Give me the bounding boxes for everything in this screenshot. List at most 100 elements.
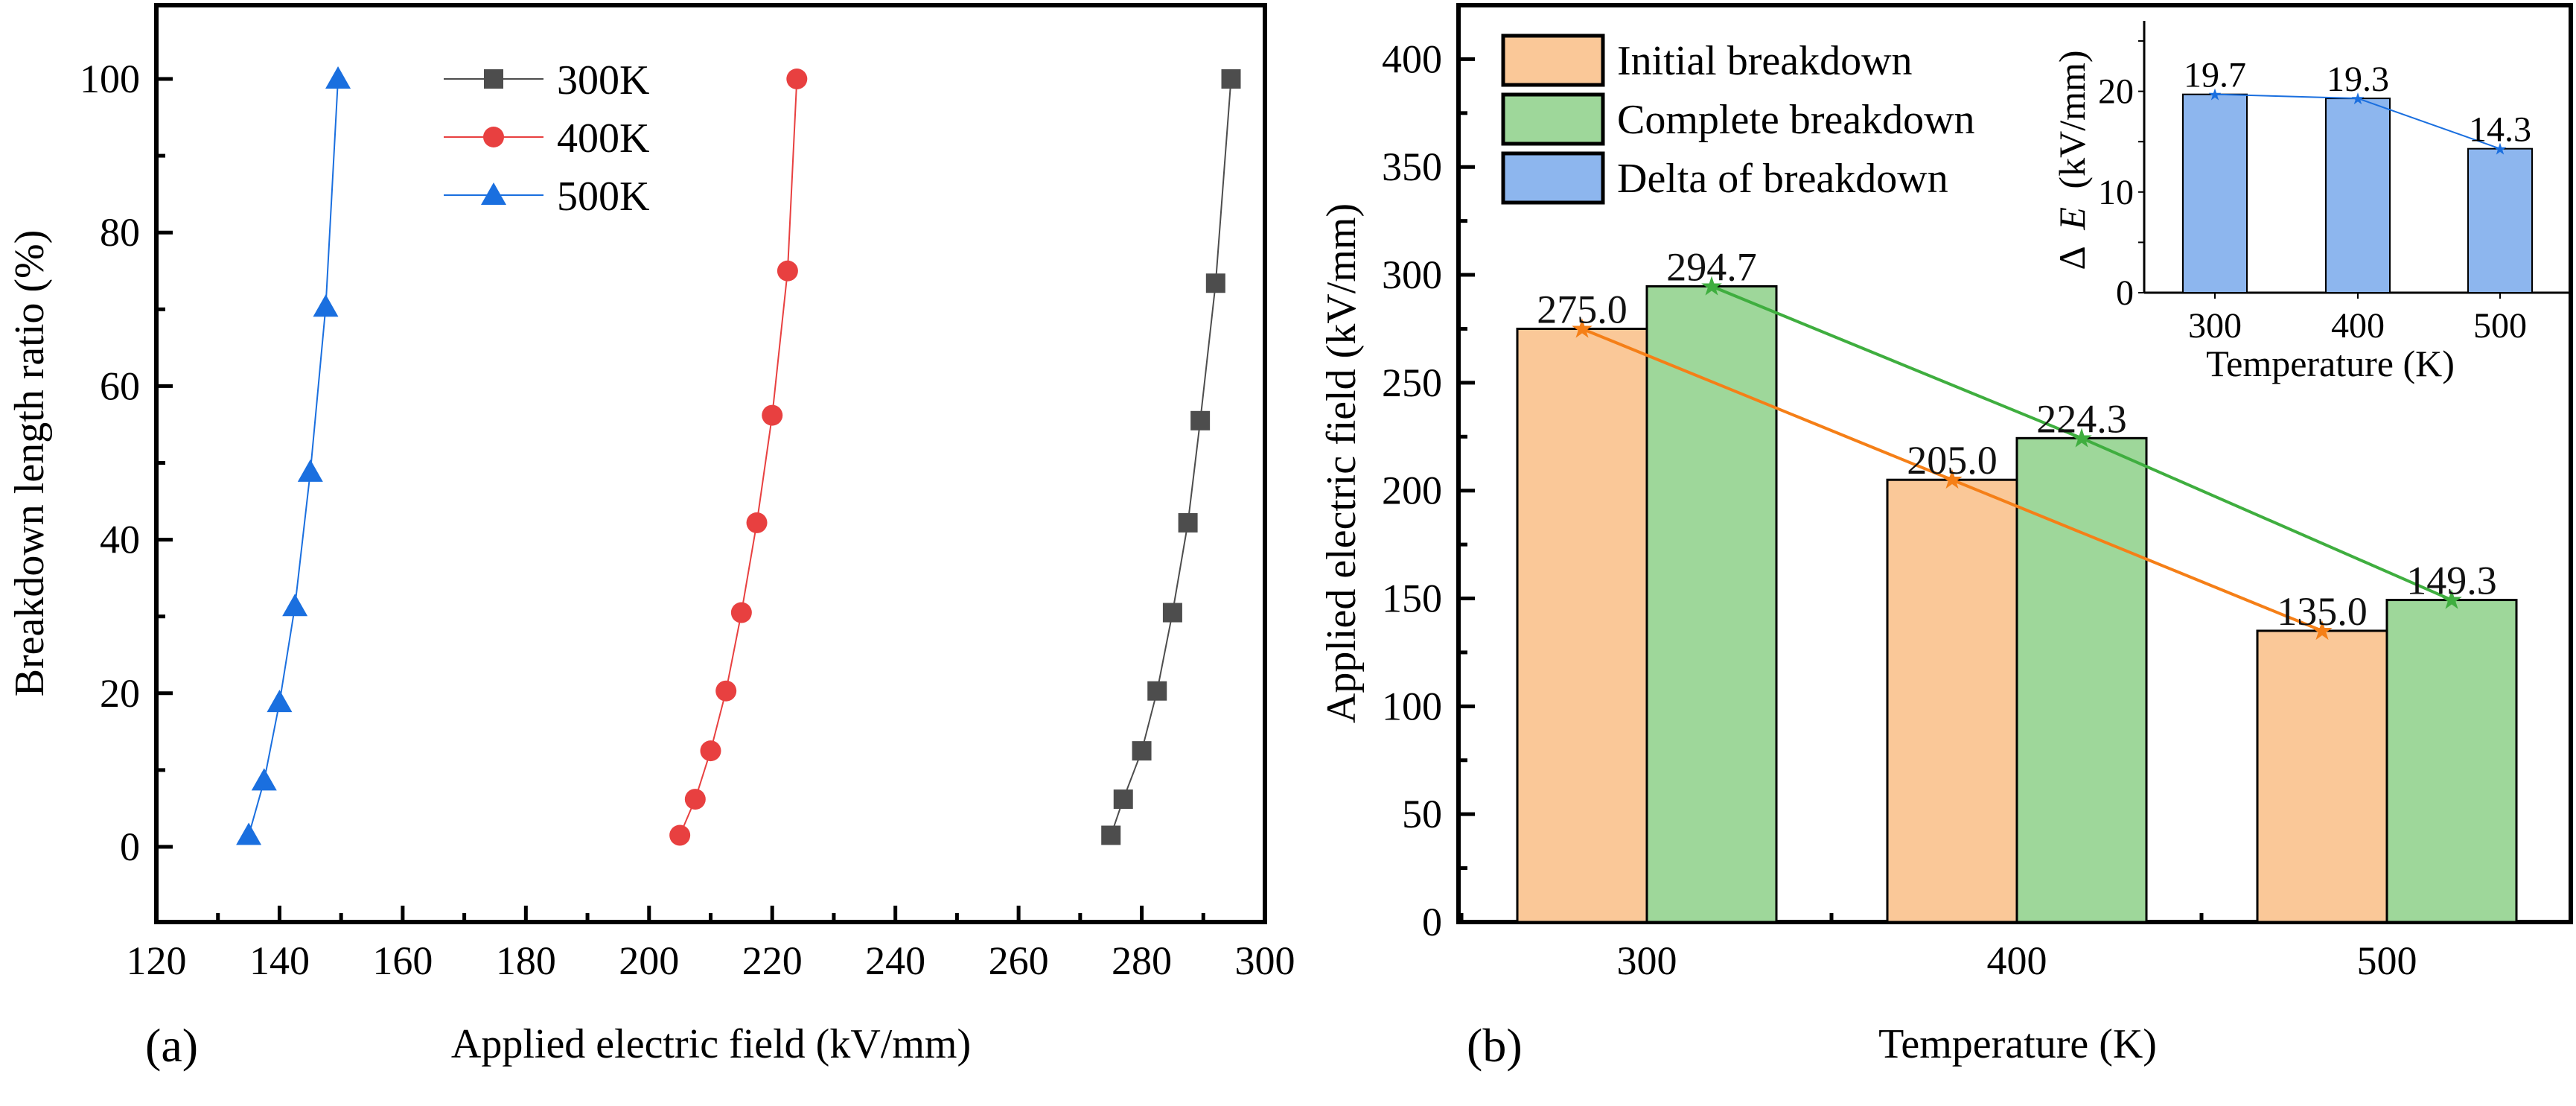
panel-b-y-ticks: 0 50 100 150 200 250 300 350 400 [1382,36,1475,944]
inset-x-axis-title: Temperature (K) [2206,343,2455,384]
inset-bar-value-label: 14.3 [2469,110,2531,150]
legend-label: 400K [557,115,649,162]
y-tick-label: 350 [1382,144,1442,189]
panel-b-bars [1516,285,2518,924]
inset-star-marker: ★ [2350,89,2365,108]
trend-star-marker: ★ [2070,423,2094,453]
panel-a-frame [154,3,1267,924]
panel-b-data-labels: 275.0 205.0 135.0 294.7 224.3 149.3 [1537,244,2497,634]
data-point-square [1147,681,1167,701]
bar-value-label: 135.0 [2277,589,2368,634]
legend-label: Delta of breakdown [1617,156,1948,202]
legend-label: Complete breakdown [1617,97,1975,143]
inset-bar [2182,93,2248,294]
inset-star-marker: ★ [2207,86,2222,104]
inset-bar-value-label: 19.7 [2184,56,2246,95]
inset-bar [2467,147,2533,293]
y-tick-label: 150 [1382,576,1442,621]
legend-label: 500K [557,174,649,220]
series-400K [669,69,808,846]
inset-chart: 0 10 20 300 400 500 ★ ★ ★ 19.7 19.3 14.3 Temperat… [2051,21,2571,384]
inset-x-tick-label: 400 [2331,306,2385,346]
x-tick-label: 140 [249,938,310,983]
y-tick-label: 250 [1382,360,1442,405]
panel-a-x-ticks: 120 140 160 180 200 220 240 260 280 300 [127,906,1295,983]
inset-line [2214,93,2501,150]
data-point-square [1101,825,1121,845]
legend-label: 300K [557,57,649,104]
data-point-circle [762,404,783,426]
series-300K [1101,69,1241,845]
x-tick-label: 120 [127,938,187,983]
x-tick-label: 200 [619,938,679,983]
x-tick-label: 160 [372,938,433,983]
legend-label: Initial breakdown [1617,38,1913,84]
inset-data-labels: 19.7 19.3 14.3 [2184,56,2531,150]
x-tick-label: 500 [2357,938,2417,983]
inset-y-var: E [2051,207,2093,231]
x-tick-label: 300 [1617,938,1677,983]
bar-value-label: 275.0 [1537,287,1627,331]
y-tick-label: 400 [1382,36,1442,81]
trend-line-1 [1711,285,2452,602]
panel-a-y-ticks: 0 20 40 60 80 100 [80,57,173,869]
data-point-triangle [325,66,351,89]
panel-a-legend: 300K 400K 500K [444,57,649,220]
inset-star-marker: ★ [2493,140,2508,159]
data-point-circle [746,512,768,533]
y-tick-label: 100 [1382,684,1442,728]
x-tick-label: 280 [1112,938,1172,983]
y-tick-label: 200 [1382,468,1442,513]
inset-bar-value-label: 19.3 [2327,60,2389,99]
data-point-circle [669,824,691,846]
bar-initial-breakdown [2256,629,2388,924]
data-point-square [1190,410,1211,430]
trend-star-marker: ★ [2440,585,2464,615]
y-tick-label: 300 [1382,252,1442,297]
legend-marker-square [484,69,503,89]
y-tick-label: 80 [100,210,140,255]
y-tick-label: 60 [100,363,140,408]
series-line-300K [1110,78,1232,836]
bar-complete-breakdown [2015,436,2148,924]
legend-item-500K: 500K [444,174,649,220]
y-tick-label: 0 [1422,900,1442,944]
bar-complete-breakdown [2385,599,2518,924]
data-point-circle [700,740,721,762]
data-point-circle [730,602,752,623]
legend-item: Initial breakdown [1501,34,1913,87]
bar-value-label: 294.7 [1666,244,1757,289]
inset-x-tick-label: 300 [2188,306,2242,346]
legend-swatch [1501,92,1605,146]
legend-item: Complete breakdown [1501,92,1975,146]
bar-initial-breakdown [1886,478,2018,924]
inset-y-tick-label: 20 [2098,72,2134,112]
y-tick-label: 0 [120,824,140,869]
legend-item-300K: 300K [444,57,649,104]
data-point-circle [777,260,798,282]
x-tick-label: 220 [742,938,803,983]
bar-value-label: 149.3 [2406,559,2497,603]
series-line-400K [679,78,798,836]
data-point-triangle [297,459,323,482]
data-point-triangle [251,768,277,791]
x-tick-label: 400 [1987,938,2047,983]
legend-swatch [1501,34,1605,87]
data-point-triangle [267,690,293,713]
legend-item-400K: 400K [444,115,649,162]
legend-swatch [1501,151,1605,205]
data-point-triangle [282,594,308,617]
data-point-square [1221,69,1241,89]
inset-bars [2182,93,2533,294]
panel-b-legend: Initial breakdown Complete breakdown Delta… [1501,34,1975,205]
trend-star-marker: ★ [1570,314,1594,343]
data-point-square [1162,603,1182,623]
data-point-square [1132,741,1152,761]
panel-b-y-axis-title: Applied electric field (kV/mm) [1319,203,1365,723]
panel-a-series [236,66,1241,846]
inset-y-axis-title: Δ E (kV/mm) [2051,50,2093,270]
inset-y-unit: (kV/mm) [2051,50,2093,188]
panel-b-trend-lines: ★ ★ ★ ★ ★ ★ [1570,271,2464,646]
